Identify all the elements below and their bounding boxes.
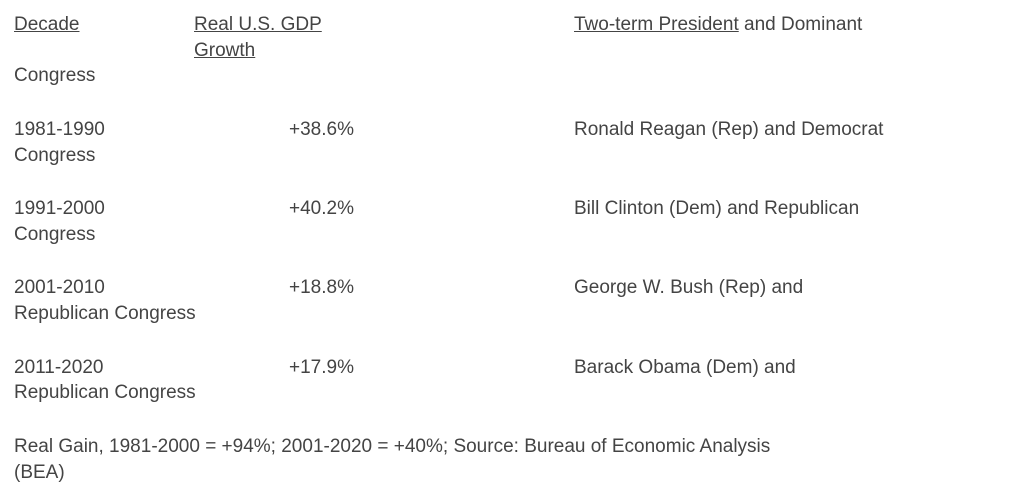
cell-growth: +18.8% [194,275,354,301]
table-row: 2011-2020+17.9% Barack Obama (Dem) and Re… [14,355,1014,406]
table-row: 2001-2010+18.8%George W. Bush (Rep) and … [14,275,1014,326]
cell-decade: 2011-2020 [14,355,194,381]
table-header-block: DecadeReal U.S. GDP Growth Two-term Presi… [14,12,1014,89]
cell-president: Barack Obama (Dem) and [574,355,796,381]
table-row-line-1: 1981-1990+38.6% Ronald Reagan (Rep) and D… [14,117,1014,143]
header-growth: Real U.S. GDP Growth [194,12,354,63]
table-row: 1991-2000+40.2% Bill Clinton (Dem) and Re… [14,196,1014,247]
document-page: DecadeReal U.S. GDP Growth Two-term Presi… [0,0,1028,485]
table-row-line-2: Congress [14,222,1014,248]
table-row-line-2: Congress [14,143,1014,169]
cell-president: Bill Clinton (Dem) and Republican [574,196,859,222]
cell-decade: 1991-2000 [14,196,194,222]
cell-growth: +17.9% [194,355,354,381]
cell-president: Ronald Reagan (Rep) and Democrat [574,117,883,143]
header-president: Two-term President and Dominant [574,12,862,38]
header-decade: Decade [14,12,194,38]
table-header-line-1: DecadeReal U.S. GDP Growth Two-term Presi… [14,12,1014,63]
cell-decade: 2001-2010 [14,275,194,301]
cell-growth: +38.6% [194,117,354,143]
table-row-line-1: 2001-2010+18.8% George W. Bush (Rep) and [14,275,1014,301]
cell-decade: 1981-1990 [14,117,194,143]
footer-note: Real Gain, 1981-2000 = +94%; 2001-2020 =… [14,434,1014,485]
table-row-line-1: 2011-2020+17.9% Barack Obama (Dem) and [14,355,1014,381]
table-row: 1981-1990+38.6% Ronald Reagan (Rep) and D… [14,117,1014,168]
cell-president: George W. Bush (Rep) and [574,275,803,301]
table-header-line-2: Congress [14,63,1014,89]
table-row-line-2: Republican Congress [14,380,1014,406]
cell-growth: +40.2% [194,196,354,222]
table-row-line-1: 1991-2000+40.2% Bill Clinton (Dem) and Re… [14,196,1014,222]
table-row-line-2: Republican Congress [14,301,1014,327]
footer-line-1: Real Gain, 1981-2000 = +94%; 2001-2020 =… [14,434,1014,460]
footer-line-2: (BEA) [14,460,1014,486]
